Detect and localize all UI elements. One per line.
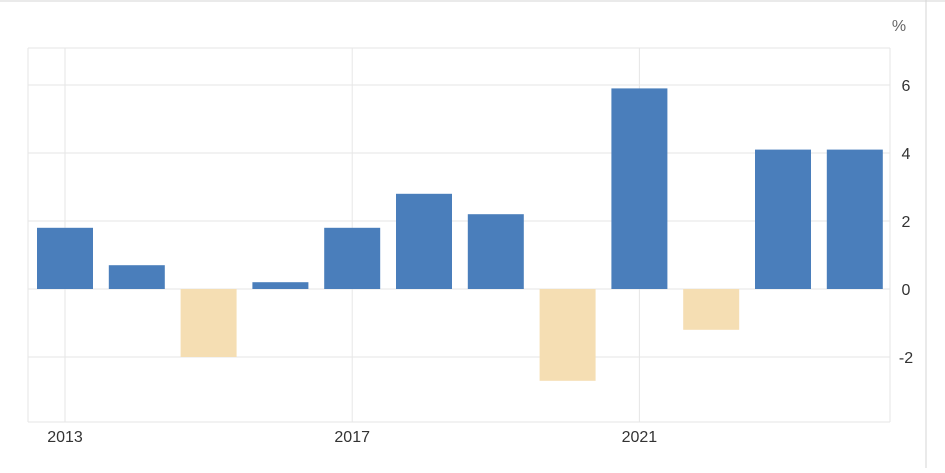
- bars: [37, 88, 883, 381]
- y-axis-tick-labels: 6 4 2 0 -2: [899, 78, 913, 367]
- y-tick-label: 4: [902, 146, 911, 163]
- grid-lines: [28, 47, 890, 423]
- bar-2017[interactable]: [324, 227, 381, 289]
- y-tick-label: 0: [902, 282, 911, 299]
- bar-2013[interactable]: [37, 227, 93, 289]
- bar-2021[interactable]: [611, 88, 668, 290]
- x-tick-label: 2017: [334, 429, 370, 446]
- bar-2023[interactable]: [755, 149, 811, 289]
- bar-2014[interactable]: [108, 265, 165, 289]
- x-axis-tick-labels: 2013 2017 2021: [47, 429, 657, 446]
- y-tick-label: 2: [902, 214, 911, 231]
- bar-2016[interactable]: [252, 282, 309, 289]
- bar-2018[interactable]: [396, 193, 452, 289]
- x-tick-label: 2013: [47, 429, 83, 446]
- bar-2024[interactable]: [826, 149, 883, 289]
- bar-2015[interactable]: [180, 289, 237, 357]
- bar-2022[interactable]: [683, 289, 740, 330]
- bar-2019[interactable]: [467, 214, 524, 289]
- y-tick-label: 6: [902, 78, 911, 95]
- y-tick-label: -2: [899, 350, 913, 367]
- x-tick-label: 2021: [622, 429, 658, 446]
- y-axis-unit-label: %: [892, 18, 906, 35]
- bar-2020[interactable]: [539, 289, 596, 381]
